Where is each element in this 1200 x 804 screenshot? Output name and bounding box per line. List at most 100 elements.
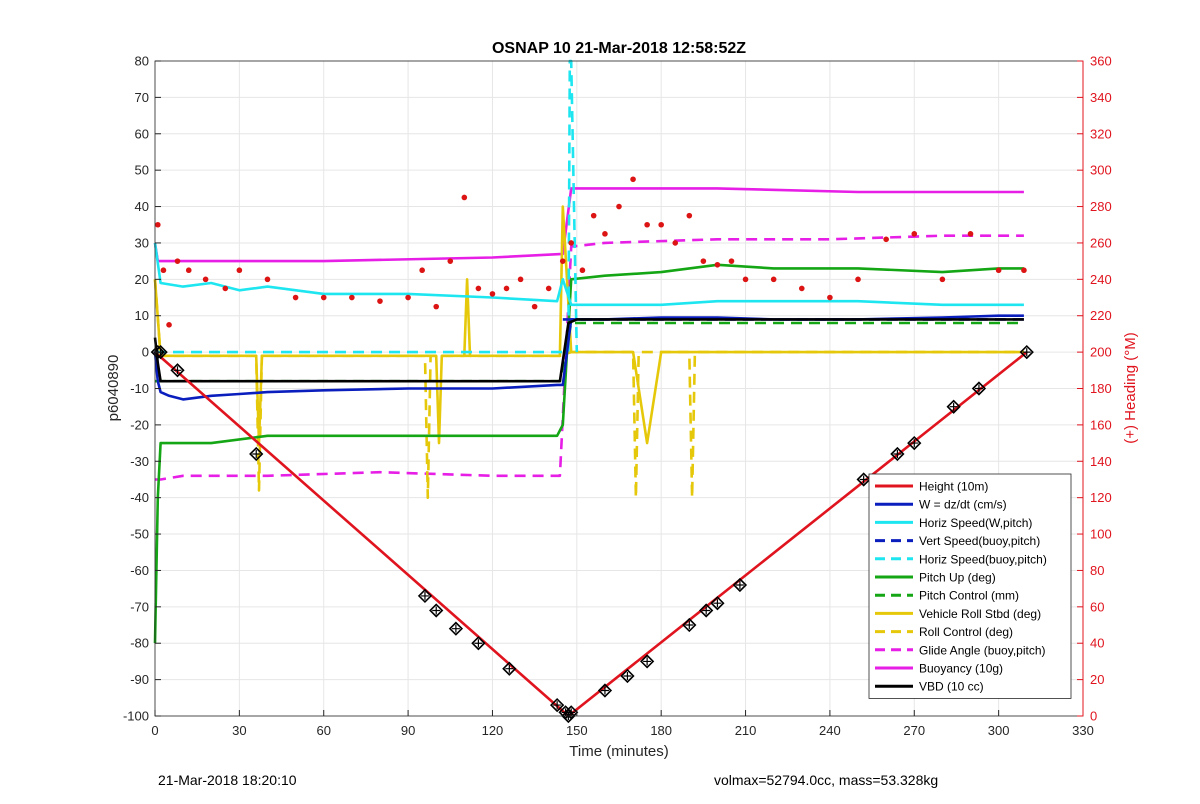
y-tick-label: -70 — [130, 599, 149, 614]
y-tick-label: -20 — [130, 417, 149, 432]
x-tick-label: 60 — [316, 723, 330, 738]
heading-point — [517, 276, 524, 283]
legend-entry: Pitch Control (mm) — [875, 589, 1019, 603]
y-tick-label: 80 — [135, 54, 149, 69]
heading-point — [568, 240, 574, 246]
height-marker — [448, 621, 464, 636]
heading-point — [166, 322, 172, 328]
series-line — [153, 242, 1024, 307]
y2-tick-label: 360 — [1090, 54, 1112, 69]
legend-entry: Glide Angle (buoy,pitch) — [875, 643, 1046, 657]
heading-point — [644, 221, 650, 228]
y2-tick-label: 120 — [1090, 490, 1112, 505]
y-axis-left: 80 70 60 50 40 30 20 10 0 -10 -20 -30 -40 -50 -60 -70 -8… — [123, 54, 161, 724]
y-axis-label: p6040890 — [105, 355, 122, 422]
legend: Height (10m) W = dz/dt (cm/s) Horiz Speed(… — [868, 473, 1072, 699]
y2-tick-label: 240 — [1090, 272, 1112, 287]
heading-point — [855, 276, 861, 283]
heading-point — [433, 303, 440, 310]
height-marker — [502, 661, 517, 676]
heading-point — [461, 194, 468, 201]
heading-series — [155, 176, 1027, 328]
x-tick-label: 30 — [232, 723, 246, 738]
y-tick-label: -60 — [130, 563, 149, 578]
y-tick-label: -10 — [130, 381, 149, 396]
heading-point — [798, 285, 805, 292]
x-axis-label: Time (minutes) — [569, 743, 668, 760]
heading-point — [967, 231, 974, 237]
heading-point — [503, 285, 510, 292]
legend-label: Buoyancy (10g) — [919, 662, 1003, 676]
heading-point — [590, 212, 597, 219]
heading-point — [320, 294, 327, 301]
heading-point — [911, 231, 918, 237]
x-tick-label: 90 — [401, 723, 415, 738]
y2-tick-label: 140 — [1090, 454, 1112, 469]
y-tick-label: 70 — [135, 90, 149, 105]
y2-tick-label: 60 — [1090, 599, 1104, 614]
heading-point — [602, 231, 608, 237]
y-tick-label: 50 — [135, 163, 149, 178]
x-tick-label: 270 — [903, 723, 925, 738]
x-axis: 0 30 60 90 120 150 180 210 240 270 300 330 — [151, 710, 1094, 738]
height-marker — [471, 636, 486, 651]
legend-entry: Vert Speed(buoy,pitch) — [875, 534, 1040, 548]
heading-point — [419, 267, 425, 274]
heading-point — [475, 285, 482, 292]
y-tick-label: 10 — [135, 308, 149, 323]
x-tick-label: 120 — [482, 723, 504, 738]
y-tick-label: -80 — [130, 636, 149, 651]
legend-label: W = dz/dt (cm/s) — [919, 498, 1007, 512]
x-tick-label: 180 — [650, 723, 672, 738]
heading-point — [185, 267, 192, 274]
heading-point — [202, 276, 209, 283]
x-tick-label: 210 — [735, 723, 757, 738]
height-marker — [710, 596, 725, 611]
footer-volmax-mass: volmax=52794.0cc, mass=53.328kg — [714, 772, 939, 788]
series-line — [155, 59, 579, 354]
height-marker — [550, 697, 565, 713]
heading-point — [686, 212, 693, 219]
series-line — [153, 318, 1024, 383]
heading-point — [700, 258, 707, 264]
legend-label: Horiz Speed(buoy,pitch) — [919, 552, 1047, 566]
y2-tick-label: 40 — [1090, 636, 1104, 651]
y2-tick-label: 340 — [1090, 90, 1112, 105]
x-tick-label: 150 — [566, 723, 588, 738]
height-marker — [699, 603, 714, 618]
heading-point — [405, 294, 411, 301]
heading-point — [672, 240, 679, 246]
series-line — [155, 234, 1024, 481]
y2-tick-label: 0 — [1090, 709, 1097, 724]
series-layer — [153, 59, 1028, 718]
heading-point — [349, 294, 355, 301]
x-tick-label: 240 — [819, 723, 841, 738]
height-marker — [639, 654, 655, 669]
height-marker — [682, 617, 697, 633]
heading-point — [939, 276, 946, 283]
height-marker — [249, 446, 264, 462]
height-marker — [1019, 344, 1034, 360]
heading-point — [616, 203, 622, 210]
heading-point — [728, 258, 735, 264]
legend-label: Pitch Control (mm) — [919, 589, 1019, 603]
x-tick-label: 330 — [1072, 723, 1094, 738]
y-tick-label: 30 — [135, 235, 149, 250]
legend-entry: Vehicle Roll Stbd (deg) — [875, 607, 1041, 621]
heading-point — [236, 267, 243, 274]
legend-label: Glide Angle (buoy,pitch) — [919, 643, 1046, 657]
height-marker — [597, 683, 613, 698]
heading-point — [1021, 267, 1027, 274]
legend-label: Vert Speed(buoy,pitch) — [919, 534, 1040, 548]
legend-label: VBD (10 cc) — [919, 680, 984, 694]
heading-point — [630, 176, 636, 183]
height-marker — [417, 588, 433, 604]
y2-tick-label: 160 — [1090, 417, 1112, 432]
legend-box — [868, 473, 1072, 699]
legend-entry: Height (10m) — [875, 480, 988, 494]
legend-entry: Roll Control (deg) — [875, 625, 1013, 639]
legend-label: Vehicle Roll Stbd (deg) — [919, 607, 1041, 621]
height-marker — [170, 363, 185, 378]
heading-point — [531, 303, 538, 310]
y-tick-label: -40 — [130, 490, 149, 505]
